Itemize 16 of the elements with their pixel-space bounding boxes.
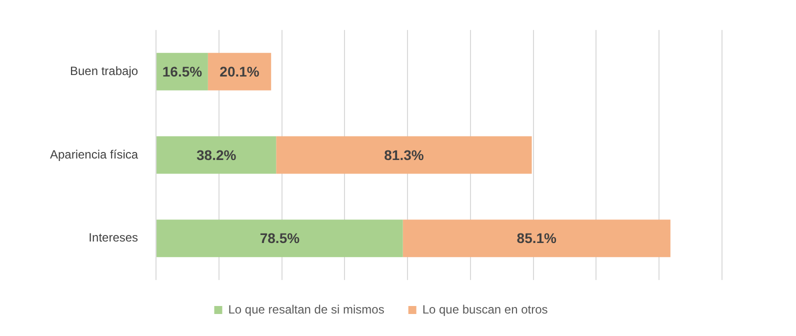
legend-label: Lo que buscan en otros (422, 302, 548, 316)
data-label: 78.5% (260, 230, 300, 246)
data-label: 85.1% (516, 230, 558, 246)
y-tick-label: Apariencia física (50, 147, 138, 162)
y-tick-label: Intereses (88, 230, 138, 245)
bar (276, 136, 532, 174)
bar (156, 136, 276, 174)
bar (156, 220, 403, 258)
data-label: 20.1% (220, 64, 260, 80)
data-label: 16.5% (162, 64, 203, 80)
legend-label: Lo que resaltan de si mismos (228, 302, 384, 316)
data-label: 38.2% (196, 146, 237, 163)
y-tick-label: Buen trabajo (70, 64, 138, 78)
data-label: 81.3% (384, 146, 424, 163)
bar (208, 52, 272, 90)
bar (402, 220, 670, 258)
